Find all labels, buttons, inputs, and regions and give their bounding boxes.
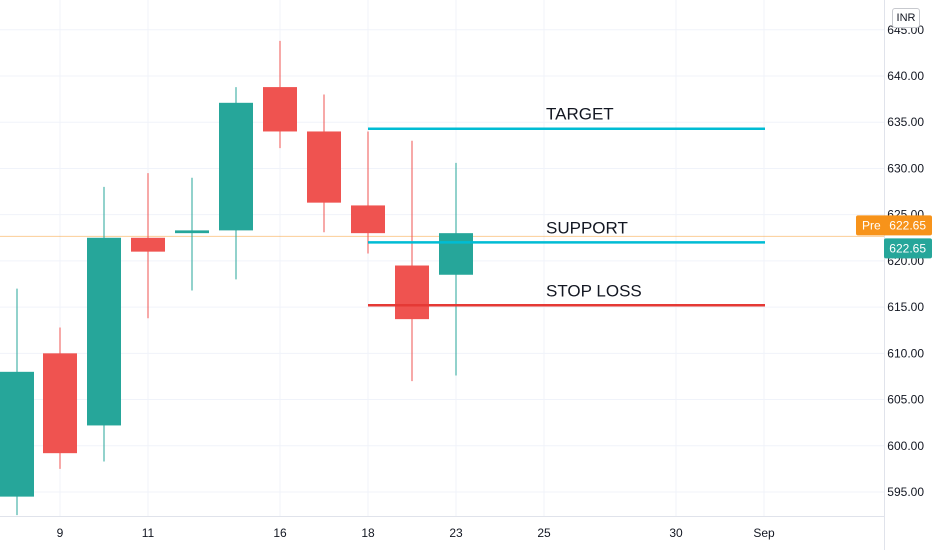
annotation-label: STOP LOSS bbox=[546, 281, 642, 300]
time-axis[interactable]: 9 11 16 18 23 25 30 Sep bbox=[57, 526, 775, 540]
price-tick-label: 600.00 bbox=[887, 439, 924, 453]
price-tick-label: 630.00 bbox=[887, 161, 924, 175]
price-badges: Pre 622.65 622.65 bbox=[856, 215, 932, 259]
candle-body bbox=[87, 237, 121, 426]
candle-body bbox=[175, 230, 209, 234]
price-tick-label: 605.00 bbox=[887, 393, 924, 407]
candle-body bbox=[131, 237, 165, 252]
price-tick-label: 640.00 bbox=[887, 69, 924, 83]
currency-label[interactable]: INR bbox=[892, 8, 920, 28]
price-tick-label: 615.00 bbox=[887, 300, 924, 314]
time-tick-label: 9 bbox=[57, 526, 64, 540]
annotation-label: TARGET bbox=[546, 105, 614, 124]
time-tick-label: 30 bbox=[669, 526, 683, 540]
price-tick-label: 595.00 bbox=[887, 485, 924, 499]
candle bbox=[395, 140, 429, 382]
grid-lines bbox=[0, 0, 885, 550]
candle bbox=[439, 162, 473, 376]
candle bbox=[43, 327, 77, 469]
price-tick-label: 610.00 bbox=[887, 346, 924, 360]
candle-body bbox=[351, 205, 385, 234]
time-tick-label: 23 bbox=[449, 526, 463, 540]
premarket-badge: Pre 622.65 bbox=[856, 215, 932, 236]
candle-body bbox=[263, 87, 297, 132]
price-tick-label: 635.00 bbox=[887, 115, 924, 129]
candles bbox=[0, 40, 473, 516]
candle bbox=[263, 40, 297, 149]
candle bbox=[219, 87, 253, 280]
candle bbox=[131, 173, 165, 319]
candle-body bbox=[219, 102, 253, 231]
candle-body bbox=[0, 371, 34, 497]
candle-body bbox=[43, 353, 77, 454]
annotation-label: SUPPORT bbox=[546, 218, 628, 237]
candle bbox=[307, 94, 341, 233]
last-price-value: 622.65 bbox=[889, 241, 926, 255]
candle-body bbox=[439, 233, 473, 275]
candle bbox=[87, 186, 121, 462]
price-axis[interactable]: 595.00600.00605.00610.00615.00620.00625.… bbox=[887, 23, 924, 499]
last-price-badge: 622.65 bbox=[884, 238, 932, 259]
candle-body bbox=[395, 265, 429, 320]
candle bbox=[175, 177, 209, 291]
premarket-label: Pre bbox=[862, 218, 881, 232]
time-tick-label: Sep bbox=[753, 526, 775, 540]
candle bbox=[351, 131, 385, 254]
time-tick-label: 25 bbox=[537, 526, 551, 540]
last-price-badge-bg bbox=[884, 238, 932, 259]
annotations: TARGET SUPPORT STOP LOSS bbox=[368, 105, 765, 307]
premarket-badge-bg bbox=[856, 215, 932, 236]
candle-body bbox=[307, 131, 341, 203]
time-tick-label: 18 bbox=[361, 526, 375, 540]
candle bbox=[0, 288, 34, 516]
premarket-value: 622.65 bbox=[889, 218, 926, 232]
time-tick-label: 11 bbox=[142, 526, 155, 540]
time-tick-label: 16 bbox=[273, 526, 287, 540]
